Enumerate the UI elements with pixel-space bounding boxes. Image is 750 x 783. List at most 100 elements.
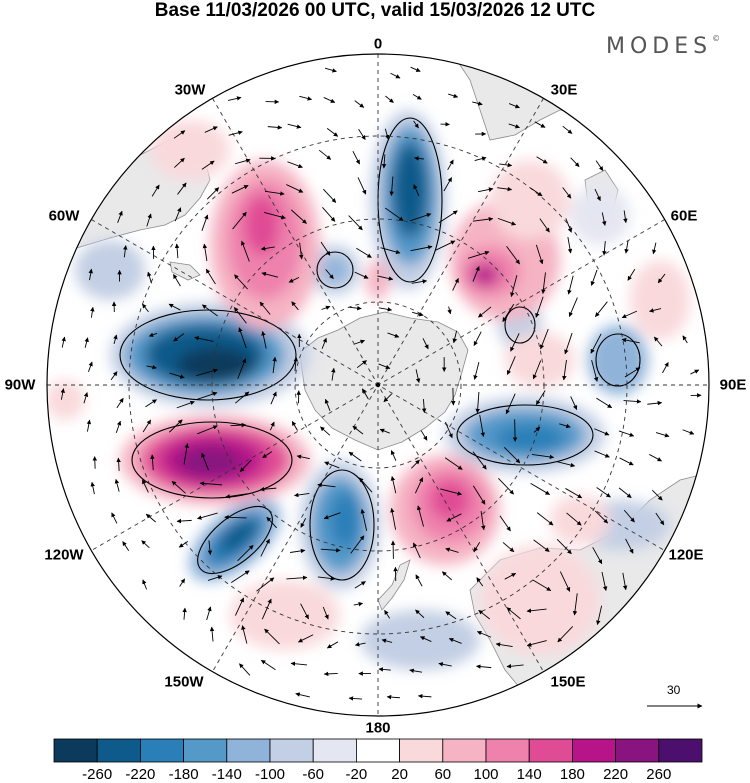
wind-arrow (323, 97, 336, 103)
wind-arrow (293, 356, 299, 372)
wind-arrow (269, 421, 275, 431)
wind-arrow (472, 216, 494, 222)
wind-arrow (298, 242, 304, 260)
colorbar-label: 20 (391, 766, 408, 783)
wind-arrow (472, 485, 486, 505)
wind-arrow (441, 571, 453, 581)
wind-arrow (438, 210, 458, 224)
wind-arrow (452, 278, 459, 291)
wind-arrow (378, 667, 391, 672)
wind-arrow (444, 457, 463, 470)
wind-arrow (682, 335, 688, 344)
wind-arrow (559, 423, 571, 429)
wind-arrow (348, 696, 363, 701)
wind-arrow (113, 334, 118, 345)
wind-arrow (535, 244, 544, 265)
wind-arrow (207, 575, 223, 581)
wind-arrow (590, 269, 598, 286)
wind-arrow (290, 661, 308, 666)
wind-arrow (286, 575, 308, 580)
wind-arrow (60, 388, 65, 400)
wind-arrow (356, 247, 372, 258)
wind-arrow (173, 274, 181, 287)
wind-arrow (237, 545, 254, 562)
wind-arrow (623, 210, 628, 224)
contour-lines (119, 117, 641, 581)
colorbar-label: -20 (345, 766, 368, 783)
wind-arrow (168, 419, 183, 433)
wind-arrow (502, 542, 515, 553)
wind-arrow (361, 388, 369, 400)
wind-arrow (473, 331, 482, 346)
wind-arrow (475, 391, 480, 414)
wind-arrow (117, 210, 123, 223)
wind-arrow (291, 421, 298, 431)
colorbar-label: 100 (473, 766, 499, 783)
wind-arrow (532, 579, 552, 592)
wind-arrow (300, 518, 307, 528)
wind-arrow (498, 478, 514, 495)
wind-arrow (174, 243, 180, 259)
wind-arrow (352, 425, 364, 435)
wind-arrow (557, 626, 574, 643)
wind-arrow (625, 538, 634, 554)
wind-arrow (478, 609, 490, 620)
wind-arrow (448, 637, 462, 644)
wind-arrow (204, 126, 218, 133)
wind-arrow (176, 400, 195, 409)
wind-arrow (142, 303, 149, 313)
wind-arrow (114, 478, 120, 492)
wind-arrow (562, 125, 573, 134)
wind-arrow (234, 597, 245, 616)
wind-arrow (286, 184, 304, 193)
wind-arrow (88, 361, 93, 372)
wind-arrow (291, 301, 299, 311)
wind-arrow (535, 390, 546, 406)
wind-arrow (297, 634, 314, 643)
wind-arrow (533, 539, 550, 552)
wind-arrow (594, 450, 610, 458)
wind-arrow (421, 399, 427, 414)
wind-arrow (476, 630, 492, 638)
wind-arrow (260, 538, 270, 557)
wind-arrow (412, 93, 422, 100)
wind-arrow (434, 240, 456, 251)
wind-arrow (410, 66, 421, 72)
wind-arrow (415, 574, 423, 587)
wind-arrow (356, 360, 367, 369)
wind-arrow (288, 276, 300, 283)
wind-arrow (623, 509, 635, 523)
wind-arrow (467, 250, 490, 259)
wind-arrow (438, 662, 452, 667)
lon-label-60w: 60W (48, 207, 80, 225)
wind-arrow (651, 489, 663, 501)
south-pole-marker (375, 382, 381, 388)
wind-arrow (387, 332, 400, 338)
wind-arrow (317, 482, 336, 488)
wind-arrow (512, 419, 518, 442)
wind-arrow (541, 272, 546, 295)
wind-arrow (169, 372, 185, 379)
wind-arrow (209, 626, 215, 642)
wind-arrow (570, 157, 580, 167)
wind-arrow (318, 149, 332, 160)
wind-arrow (378, 307, 393, 312)
lon-label-30e: 30E (550, 81, 578, 99)
wind-arrow (572, 593, 578, 616)
colorbar-label: -260 (82, 766, 113, 783)
wind-arrow (414, 477, 424, 494)
wind-arrow (197, 425, 218, 435)
wind-arrow (325, 269, 334, 280)
wind-arrow (323, 512, 341, 520)
reference-vector-label: 30 (667, 683, 681, 697)
wind-arrow (472, 266, 480, 282)
wind-arrow (322, 207, 336, 222)
wind-arrow (655, 512, 665, 526)
wind-arrow (504, 447, 521, 464)
wind-arrow (478, 306, 492, 318)
wind-arrow (390, 450, 397, 461)
wind-arrow (141, 540, 150, 549)
wind-arrow (354, 271, 369, 279)
wind-arrow (358, 477, 373, 493)
wind-arrow (448, 93, 459, 99)
